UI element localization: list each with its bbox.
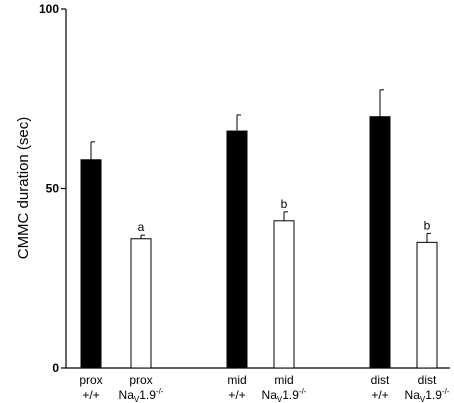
label-part: Na	[119, 388, 135, 402]
significance-label: a	[138, 220, 145, 234]
category-label-line2: +/+	[82, 388, 99, 402]
significance-label: b	[424, 218, 431, 232]
bars-layer: a b b	[80, 89, 438, 369]
label-superscript: -/-	[299, 387, 307, 396]
label-subscript: V	[420, 395, 426, 403]
category-label-line2: +/+	[371, 388, 388, 402]
y-tick-label: 100	[39, 2, 59, 16]
label-subscript: V	[134, 395, 140, 403]
bar	[369, 116, 391, 369]
bar	[80, 159, 102, 369]
bar	[273, 220, 295, 369]
bar	[226, 130, 248, 369]
y-axis-title: CMMC duration (sec)	[15, 117, 32, 260]
y-tick-label: 0	[52, 361, 59, 375]
bar	[416, 241, 438, 369]
category-label-line1: prox	[129, 373, 152, 387]
label-subscript: V	[277, 395, 283, 403]
y-tick-label: 50	[46, 182, 60, 196]
category-label-line2: NaV1.9-/-	[119, 387, 164, 403]
category-label-line1: dist	[418, 373, 437, 387]
category-labels-layer: prox+/+proxNaV1.9-/-mid+/+midNaV1.9-/-di…	[79, 373, 449, 403]
significance-label: b	[281, 197, 288, 211]
category-label-line2: NaV1.9-/-	[262, 387, 307, 403]
label-part: Na	[262, 388, 278, 402]
label-part: 1.9	[425, 388, 442, 402]
category-label-line1: mid	[274, 373, 293, 387]
bar	[130, 238, 152, 369]
label-superscript: -/-	[156, 387, 164, 396]
category-label-line1: mid	[227, 373, 246, 387]
category-label-line2: NaV1.9-/-	[405, 387, 450, 403]
category-label-line2: +/+	[228, 388, 245, 402]
category-label-line1: dist	[371, 373, 390, 387]
label-part: 1.9	[139, 388, 156, 402]
label-part: 1.9	[282, 388, 299, 402]
label-part: Na	[405, 388, 421, 402]
label-superscript: -/-	[442, 387, 450, 396]
category-label-line1: prox	[79, 373, 102, 387]
